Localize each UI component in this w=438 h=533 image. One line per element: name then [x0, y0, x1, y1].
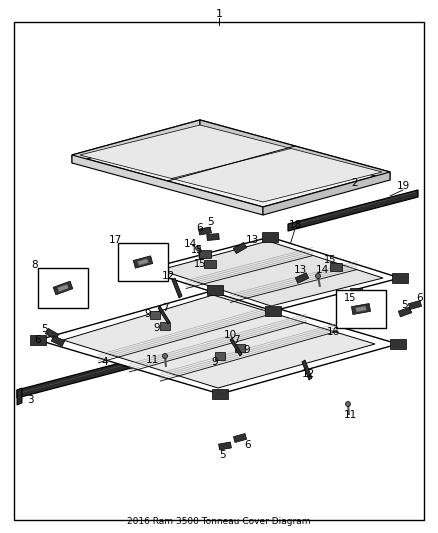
Text: 17: 17: [108, 235, 122, 245]
Text: 15: 15: [191, 245, 203, 255]
Text: 6: 6: [197, 223, 203, 233]
Polygon shape: [288, 190, 418, 231]
Text: 14: 14: [184, 239, 197, 249]
Bar: [336, 290, 386, 328]
Text: 1: 1: [215, 9, 223, 19]
Circle shape: [195, 246, 201, 251]
Text: 6: 6: [35, 335, 41, 345]
Text: 15: 15: [194, 259, 206, 269]
Polygon shape: [72, 120, 390, 207]
Polygon shape: [212, 389, 228, 399]
Polygon shape: [233, 243, 247, 254]
Text: 18: 18: [288, 220, 302, 230]
Text: 19: 19: [396, 181, 410, 191]
Polygon shape: [150, 311, 160, 319]
Polygon shape: [233, 433, 247, 442]
Polygon shape: [38, 290, 398, 394]
Text: 9: 9: [244, 345, 250, 355]
Polygon shape: [80, 125, 382, 202]
Text: 5: 5: [207, 217, 213, 227]
Polygon shape: [58, 285, 68, 292]
Bar: [38, 268, 88, 308]
Text: 9: 9: [145, 309, 151, 319]
Text: 14: 14: [315, 265, 328, 275]
Text: 5: 5: [219, 450, 225, 460]
Polygon shape: [63, 295, 375, 388]
Polygon shape: [160, 241, 383, 306]
Polygon shape: [158, 306, 170, 324]
Text: 9: 9: [212, 357, 218, 367]
Polygon shape: [263, 172, 390, 215]
Polygon shape: [230, 338, 242, 356]
Polygon shape: [17, 353, 158, 398]
Polygon shape: [160, 331, 338, 381]
Text: 9: 9: [154, 323, 160, 333]
Polygon shape: [17, 388, 22, 405]
Polygon shape: [160, 322, 170, 330]
Polygon shape: [350, 288, 362, 296]
Polygon shape: [215, 352, 225, 360]
Polygon shape: [53, 281, 73, 295]
Text: 15: 15: [344, 293, 356, 303]
Polygon shape: [204, 260, 216, 268]
Polygon shape: [30, 335, 46, 345]
Polygon shape: [172, 278, 182, 298]
Text: 13: 13: [293, 265, 307, 275]
Text: 5: 5: [42, 324, 48, 334]
Polygon shape: [133, 256, 153, 268]
Bar: [118, 243, 168, 281]
Text: 10: 10: [223, 330, 237, 340]
Text: 7: 7: [233, 335, 239, 345]
Text: 12: 12: [301, 369, 314, 379]
Text: 3: 3: [27, 395, 33, 405]
Circle shape: [346, 401, 350, 407]
Polygon shape: [198, 227, 212, 235]
Text: 6: 6: [417, 293, 423, 303]
Circle shape: [315, 273, 321, 279]
Polygon shape: [186, 255, 313, 288]
Polygon shape: [135, 265, 151, 275]
Polygon shape: [408, 301, 421, 310]
Polygon shape: [262, 232, 278, 242]
Polygon shape: [143, 237, 400, 311]
Polygon shape: [51, 336, 65, 346]
Polygon shape: [138, 259, 148, 265]
Polygon shape: [72, 120, 200, 163]
Text: 15: 15: [324, 255, 336, 265]
Text: 2: 2: [352, 178, 358, 188]
Polygon shape: [302, 360, 312, 380]
Text: 2016 Ram 3500 Tonneau Cover Diagram: 2016 Ram 3500 Tonneau Cover Diagram: [127, 518, 311, 527]
Text: 7: 7: [162, 303, 168, 313]
Polygon shape: [207, 233, 219, 240]
Text: 6: 6: [245, 440, 251, 450]
Polygon shape: [45, 328, 59, 340]
Polygon shape: [129, 322, 307, 372]
Polygon shape: [207, 285, 223, 295]
Polygon shape: [295, 273, 309, 283]
Text: 16: 16: [326, 327, 339, 337]
Polygon shape: [152, 358, 162, 372]
Polygon shape: [235, 344, 245, 352]
Text: 4: 4: [102, 357, 108, 367]
Polygon shape: [219, 442, 231, 450]
Polygon shape: [200, 120, 390, 180]
Polygon shape: [351, 303, 371, 314]
Polygon shape: [398, 307, 412, 317]
Polygon shape: [72, 155, 263, 215]
Polygon shape: [390, 339, 406, 349]
Text: 8: 8: [32, 260, 38, 270]
Text: 13: 13: [245, 235, 258, 245]
Text: 5: 5: [402, 300, 408, 310]
Polygon shape: [356, 306, 366, 312]
Polygon shape: [265, 306, 281, 316]
Polygon shape: [230, 270, 357, 302]
Circle shape: [162, 353, 167, 359]
Polygon shape: [392, 273, 408, 283]
Text: 11: 11: [145, 355, 159, 365]
Text: 12: 12: [161, 271, 175, 281]
Polygon shape: [330, 263, 342, 271]
Text: 11: 11: [343, 410, 357, 420]
Polygon shape: [98, 313, 276, 363]
Polygon shape: [199, 250, 211, 258]
